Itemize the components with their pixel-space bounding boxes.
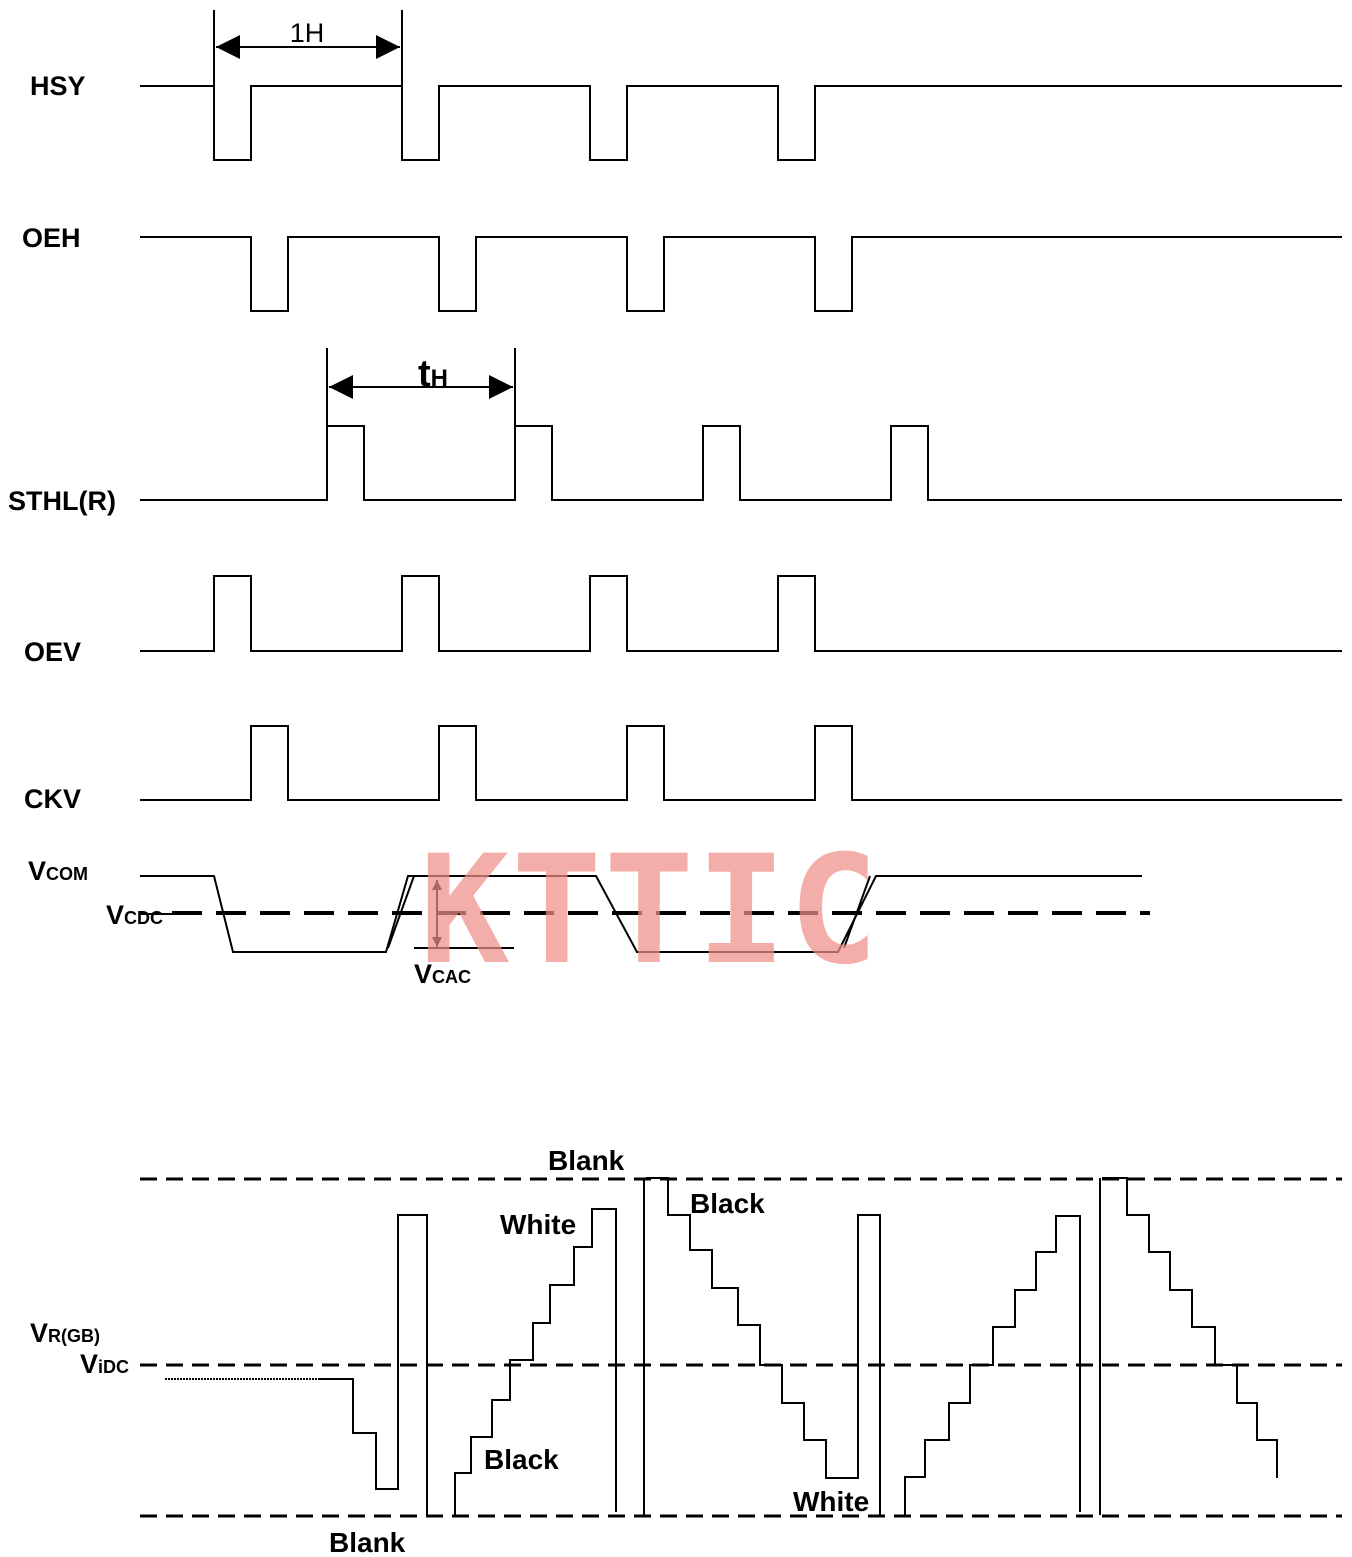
vidc-label: ViDC [80, 1349, 129, 1379]
oeh-label: OEH [22, 223, 81, 253]
video-waveform-segment-5 [1102, 1177, 1278, 1478]
white-left-label: White [500, 1209, 576, 1240]
blank-bottom-label: Blank [329, 1527, 406, 1557]
oeh-waveform [140, 236, 1342, 312]
video-waveform-segment-1 [320, 1214, 428, 1516]
video-waveform-segment-2 [454, 1208, 617, 1516]
oev-waveform [140, 575, 1342, 652]
sthl-waveform [140, 425, 1342, 501]
sthl-label: STHL(R) [8, 486, 116, 516]
oev-label: OEV [24, 637, 81, 667]
vcom-label: VCOM [28, 856, 88, 886]
ckv-waveform [140, 725, 1342, 801]
video-waveform-segment-4 [904, 1215, 1081, 1516]
white-right-label: White [793, 1486, 869, 1517]
1h-label: 1H [290, 18, 325, 48]
video-waveform-segment-3 [646, 1177, 881, 1516]
hsy-label: HSY [30, 71, 86, 101]
black-right-label: Black [690, 1188, 765, 1219]
vr-label: VR(GB) [30, 1318, 100, 1348]
th-label: tH [418, 353, 448, 395]
blank-top-label: Blank [548, 1145, 625, 1176]
vcac-label: VCAC [414, 959, 471, 989]
ckv-label: CKV [24, 784, 81, 814]
hsy-waveform [140, 85, 1342, 161]
black-left-label: Black [484, 1444, 559, 1475]
watermark: KTTIC [419, 824, 881, 998]
